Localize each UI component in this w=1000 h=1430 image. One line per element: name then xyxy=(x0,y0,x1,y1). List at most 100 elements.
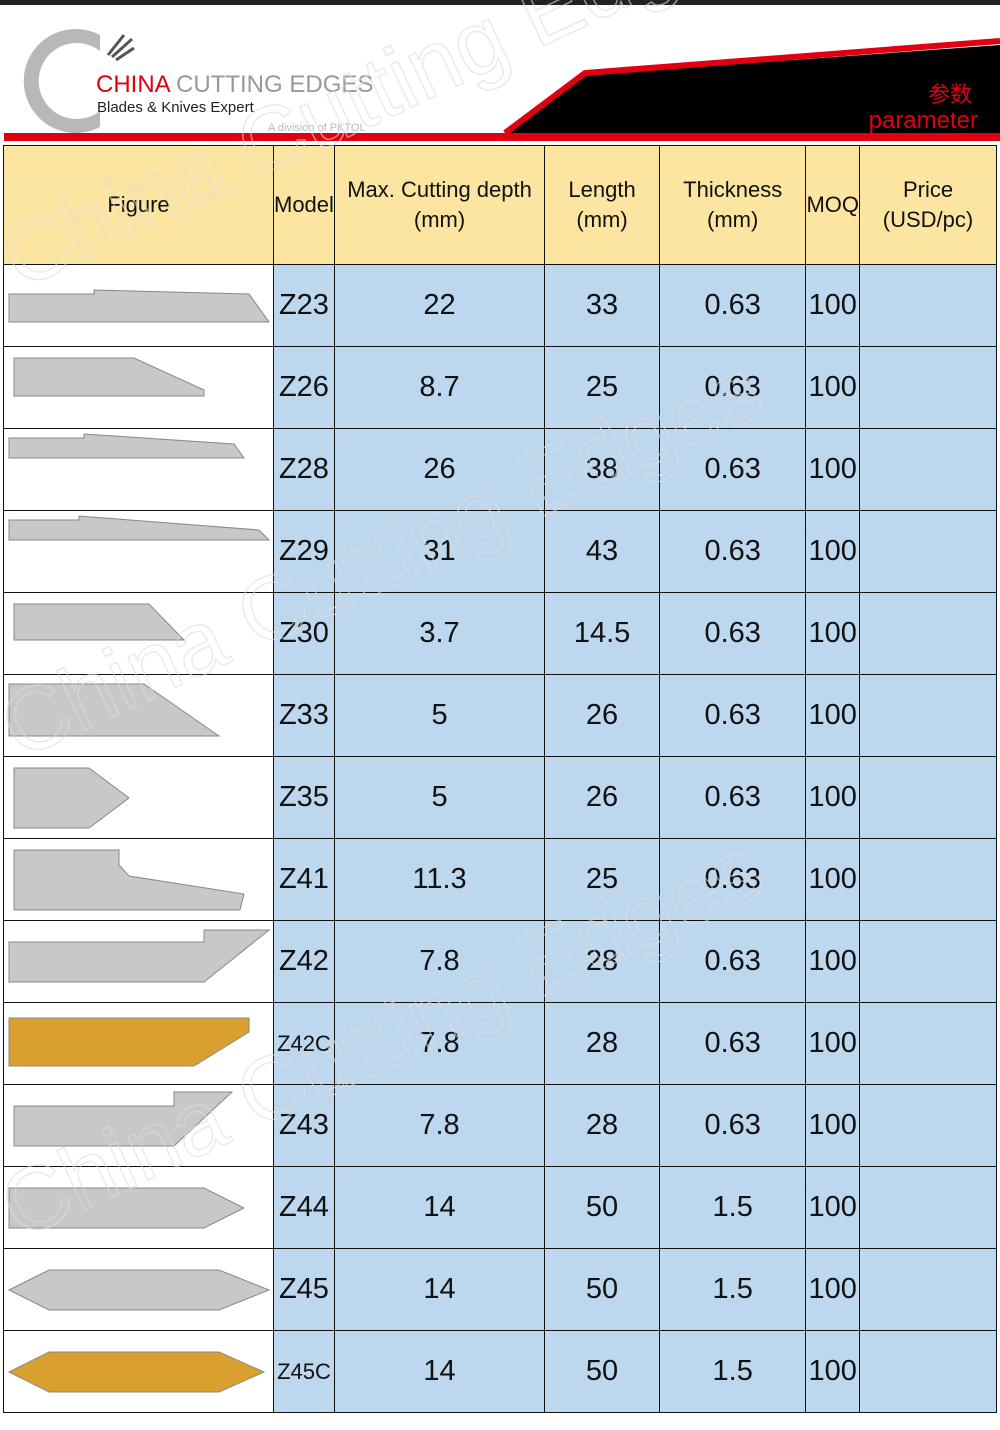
moq-cell: 100 xyxy=(805,346,860,429)
moq-cell: 100 xyxy=(805,1084,860,1167)
thickness-cell: 0.63 xyxy=(658,920,807,1003)
length-cell: 26 xyxy=(544,756,660,839)
price-cell xyxy=(859,1248,997,1331)
figure-cell xyxy=(3,592,274,675)
blade-figure-icon xyxy=(7,1351,266,1392)
depth-cell: 26 xyxy=(333,428,546,511)
column-header: Thickness (mm) xyxy=(658,145,807,265)
price-cell xyxy=(859,674,997,757)
blade-figure-icon xyxy=(13,357,205,396)
figure-cell xyxy=(3,838,274,921)
length-cell: 33 xyxy=(544,264,660,347)
moq-cell: 100 xyxy=(805,1002,860,1085)
length-cell: 26 xyxy=(544,674,660,757)
table-row: Z26 8.7 25 0.63 100 xyxy=(3,346,997,429)
blade-figure-icon xyxy=(13,603,186,640)
thickness-cell: 0.63 xyxy=(658,428,807,511)
model-cell: Z45 xyxy=(273,1248,335,1331)
header-row: Figure Model Max. Cutting depth (mm) Length… xyxy=(3,145,997,265)
thickness-cell: 0.63 xyxy=(658,592,807,675)
blade-figure-icon xyxy=(13,767,130,828)
figure-cell xyxy=(3,346,274,429)
model-cell: Z41 xyxy=(273,838,335,921)
moq-cell: 100 xyxy=(805,264,860,347)
figure-cell xyxy=(3,428,274,511)
blade-figure-icon xyxy=(8,288,270,322)
model-cell: Z45C xyxy=(273,1330,335,1413)
column-header: Model xyxy=(273,145,335,265)
division-text: A division of PKTOL xyxy=(268,122,366,134)
figure-cell xyxy=(3,1330,274,1413)
price-cell xyxy=(859,1166,997,1249)
price-cell xyxy=(859,920,997,1003)
table-row: Z45C 14 50 1.5 100 xyxy=(3,1330,997,1413)
moq-cell: 100 xyxy=(805,1330,860,1413)
blade-figure-icon xyxy=(8,1017,250,1066)
banner: CHINA CUTTING EDGES Blades & Knives Expe… xyxy=(0,5,1000,145)
moq-cell: 100 xyxy=(805,838,860,921)
table-row: Z28 26 38 0.63 100 xyxy=(3,428,997,511)
table-row: Z41 11.3 25 0.63 100 xyxy=(3,838,997,921)
table-row: Z43 7.8 28 0.63 100 xyxy=(3,1084,997,1167)
moq-cell: 100 xyxy=(805,1248,860,1331)
figure-cell xyxy=(3,510,274,593)
price-cell xyxy=(859,838,997,921)
top-border xyxy=(0,0,1000,5)
depth-cell: 14 xyxy=(333,1248,546,1331)
figure-cell xyxy=(3,1002,274,1085)
table-row: Z23 22 33 0.63 100 xyxy=(3,264,997,347)
title-cn: 参数 xyxy=(927,82,972,107)
depth-cell: 7.8 xyxy=(333,1002,546,1085)
blade-figure-icon xyxy=(13,849,245,910)
table-row: Z45 14 50 1.5 100 xyxy=(3,1248,997,1331)
banner-graphic xyxy=(4,29,1000,141)
figure-cell xyxy=(3,920,274,1003)
column-header: Max. Cutting depth (mm) xyxy=(333,145,546,265)
table-row: Z44 14 50 1.5 100 xyxy=(3,1166,997,1249)
length-cell: 50 xyxy=(544,1166,660,1249)
price-cell xyxy=(859,264,997,347)
blade-figure-icon xyxy=(8,1187,246,1228)
thickness-cell: 0.63 xyxy=(658,510,807,593)
depth-cell: 5 xyxy=(333,674,546,757)
model-cell: Z28 xyxy=(273,428,335,511)
length-cell: 28 xyxy=(544,1084,660,1167)
moq-cell: 100 xyxy=(805,428,860,511)
length-cell: 25 xyxy=(544,346,660,429)
model-cell: Z42 xyxy=(273,920,335,1003)
column-header: Length (mm) xyxy=(544,145,660,265)
moq-cell: 100 xyxy=(805,920,860,1003)
table-row: Z42 7.8 28 0.63 100 xyxy=(3,920,997,1003)
table-row: Z30 3.7 14.5 0.63 100 xyxy=(3,592,997,675)
blade-figure-icon xyxy=(8,514,271,540)
price-cell xyxy=(859,1330,997,1413)
thickness-cell: 0.63 xyxy=(658,1002,807,1085)
depth-cell: 5 xyxy=(333,756,546,839)
model-cell: Z26 xyxy=(273,346,335,429)
depth-cell: 31 xyxy=(333,510,546,593)
blade-figure-icon xyxy=(13,1091,234,1146)
depth-cell: 8.7 xyxy=(333,346,546,429)
thickness-cell: 0.63 xyxy=(658,674,807,757)
thickness-cell: 1.5 xyxy=(658,1330,807,1413)
blade-figure-icon xyxy=(7,1269,271,1310)
brand-name: CHINA CUTTING EDGES xyxy=(96,71,374,98)
length-cell: 43 xyxy=(544,510,660,593)
thickness-cell: 0.63 xyxy=(658,346,807,429)
length-cell: 50 xyxy=(544,1248,660,1331)
price-cell xyxy=(859,592,997,675)
price-cell xyxy=(859,1084,997,1167)
model-cell: Z23 xyxy=(273,264,335,347)
figure-cell xyxy=(3,756,274,839)
blade-figure-icon xyxy=(8,683,221,736)
figure-cell xyxy=(3,1166,274,1249)
thickness-cell: 0.63 xyxy=(658,838,807,921)
thickness-cell: 0.63 xyxy=(658,264,807,347)
moq-cell: 100 xyxy=(805,674,860,757)
thickness-cell: 1.5 xyxy=(658,1248,807,1331)
table-row: Z35 5 26 0.63 100 xyxy=(3,756,997,839)
figure-cell xyxy=(3,1248,274,1331)
logo-icon xyxy=(23,29,100,134)
depth-cell: 11.3 xyxy=(333,838,546,921)
moq-cell: 100 xyxy=(805,1166,860,1249)
